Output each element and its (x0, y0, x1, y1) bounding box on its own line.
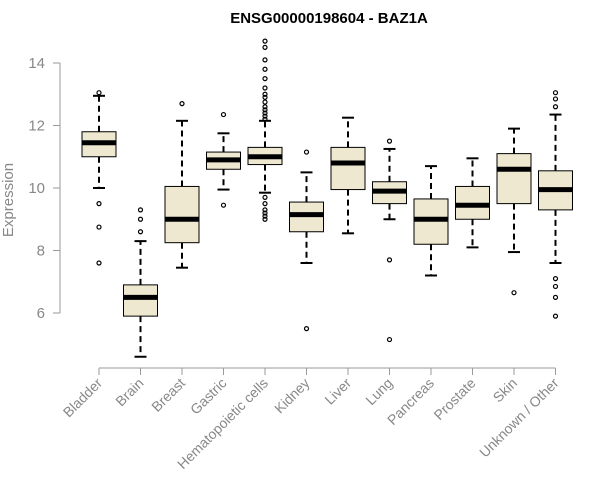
outlier-point (262, 76, 268, 82)
outlier-point (96, 201, 102, 207)
outlier-point (262, 110, 268, 116)
outlier-point (511, 290, 517, 296)
x-tick-label: Breast (148, 375, 188, 415)
box-gastric (206, 111, 241, 208)
outlier-point (303, 326, 310, 332)
x-tick-label: Unknown / Other (476, 375, 562, 461)
x-tick-label: Brain (112, 375, 146, 409)
outlier-point (262, 201, 268, 207)
outlier-point (96, 90, 102, 96)
outlier-point (552, 276, 559, 282)
y-tick-label: 12 (28, 118, 45, 135)
outlier-point (552, 90, 559, 96)
x-tick-label: Bladder (60, 375, 106, 421)
outlier-point (552, 313, 559, 319)
outlier-point (262, 107, 268, 113)
outlier-point (552, 104, 559, 110)
outlier-point (262, 213, 268, 219)
x-tick-label: Skin (490, 375, 521, 406)
outlier-point (137, 207, 144, 213)
outlier-point (96, 260, 102, 266)
outlier-point (137, 229, 144, 235)
outlier-point (386, 138, 393, 144)
y-tick-label: 6 (37, 305, 45, 322)
x-tick-label: Kidney (271, 375, 313, 417)
outlier-point (262, 194, 268, 200)
iqr-box (496, 153, 532, 205)
x-tick-label: Liver (321, 375, 354, 408)
x-tick-label: Prostate (430, 375, 478, 423)
y-axis-label: Expression (0, 163, 17, 237)
outlier-point (303, 149, 310, 155)
chart-title: ENSG00000198604 - BAZ1A (230, 10, 428, 27)
x-tick-label: Lung (362, 375, 395, 408)
box-breast (164, 101, 200, 269)
outlier-point (262, 99, 268, 105)
box-pancreas (413, 165, 449, 277)
box-bladder (81, 90, 117, 266)
outlier-point (262, 38, 268, 44)
outlier-point (262, 44, 268, 50)
outlier-point (262, 116, 268, 122)
outlier-point (96, 224, 102, 230)
outlier-point (179, 101, 185, 107)
box-kidney (289, 149, 324, 332)
box-hematopoietic-cells (247, 38, 283, 222)
y-tick-label: 10 (28, 180, 45, 197)
box-skin (496, 127, 532, 296)
outlier-point (262, 91, 268, 97)
y-tick-label: 8 (37, 243, 45, 260)
iqr-box (164, 185, 200, 244)
iqr-box (330, 146, 366, 191)
outlier-point (262, 207, 268, 213)
outlier-point (262, 216, 268, 222)
outlier-point (386, 257, 393, 263)
outlier-point (552, 283, 559, 290)
box-brain (123, 207, 158, 358)
outlier-point (262, 104, 268, 110)
outlier-point (262, 94, 268, 100)
outlier-point (220, 202, 227, 208)
outlier-point (262, 57, 268, 63)
outlier-point (262, 85, 268, 91)
y-tick-label: 14 (28, 55, 45, 72)
outlier-point (137, 216, 144, 222)
outlier-point (220, 111, 227, 118)
box-prostate (455, 157, 490, 249)
outlier-point (262, 66, 268, 72)
outlier-point (386, 336, 393, 343)
outlier-point (262, 113, 268, 119)
iqr-box (123, 284, 158, 317)
box-liver (330, 116, 366, 235)
box-lung (372, 138, 407, 343)
boxes-group (81, 38, 573, 358)
box-unknown-other (538, 90, 573, 319)
outlier-point (552, 96, 559, 102)
outlier-point (552, 294, 559, 300)
outlier-point (262, 210, 268, 216)
